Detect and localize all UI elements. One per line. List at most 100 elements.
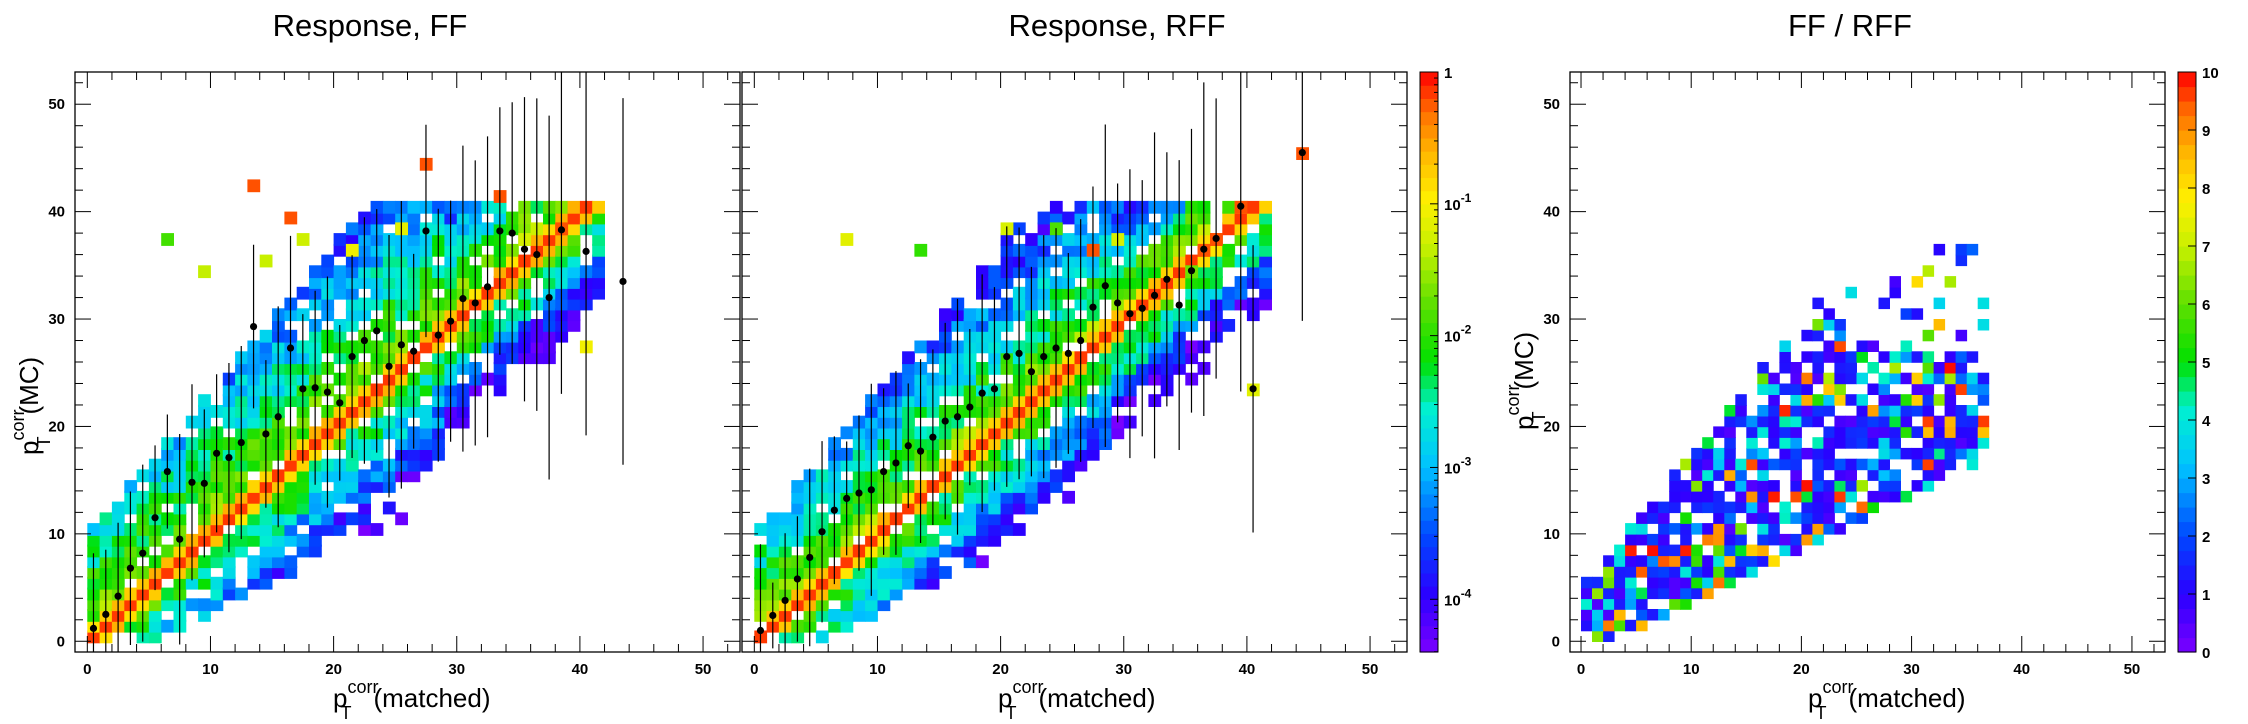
heatmap-cell [1757,533,1769,546]
heatmap-cell [247,415,261,429]
profile-point [323,388,332,396]
heatmap-cell [1944,276,1957,288]
heatmap-cell [407,200,421,214]
heatmap-cell [345,243,359,257]
heatmap-cell [914,566,928,579]
heatmap-cell [914,544,928,558]
heatmap-cell [247,480,261,493]
heatmap-cell [1259,276,1272,289]
heatmap-cell [407,222,421,236]
color-scale-cell [1420,124,1438,139]
heatmap-cell [1878,480,1890,492]
color-scale-cell [2178,101,2196,117]
heatmap-cell [407,211,421,225]
heatmap-cell [1603,598,1615,610]
heatmap-cell [1614,619,1626,632]
profile-point [1027,368,1035,376]
heatmap-cell [567,286,581,300]
heatmap-cell [963,480,977,493]
heatmap-cell [1801,490,1813,503]
heatmap-cell [791,501,805,515]
heatmap-cell [1823,308,1835,320]
heatmap-cell [1812,533,1824,546]
heatmap-cell [1900,351,1913,363]
heatmap-cell [1801,447,1813,460]
heatmap-cell [1845,512,1857,524]
heatmap-cell [902,544,915,558]
heatmap-cell [1735,469,1747,481]
heatmap-cell [1790,405,1802,417]
heatmap-cell [87,544,101,558]
color-scale-cell [2178,347,2196,363]
profile-point [806,553,814,562]
heatmap-cell [1702,480,1714,492]
heatmap-cell [198,394,211,407]
heatmap-cell [345,233,359,246]
heatmap-cell [161,566,174,579]
heatmap-cell [963,555,977,569]
y-tick-label: 0 [1552,633,1560,650]
heatmap-cell [1933,415,1946,428]
heatmap-cell [840,426,854,440]
profile-point [769,611,777,620]
heatmap-cell [1889,405,1901,417]
heatmap-cell [1603,555,1615,567]
y-axis-label-ff: pcorrT(MC) [8,357,54,455]
heatmap-cell [333,512,347,526]
color-scale-cell [1420,533,1438,548]
color-scale-cell [2178,246,2196,262]
heatmap-cell [1823,458,1835,471]
heatmap-cell [951,533,965,547]
x-axis-label-rff: pcorr T (matched) [998,677,1156,723]
heatmap-cell [1636,533,1648,546]
heatmap-cell [1779,383,1791,395]
profile-point [990,385,999,393]
heatmap-cell [1581,598,1593,610]
heatmap-cell [963,544,977,558]
heatmap-cell [407,469,421,483]
heatmap-cell [1757,544,1769,557]
heatmap-cell [1713,523,1725,535]
heatmap-cell [1878,405,1890,417]
heatmap-cell [766,533,780,547]
x-tick-label: 40 [1239,661,1256,678]
heatmap-cell [1768,480,1780,492]
heatmap-cell [592,276,605,289]
color-scale-cell [1420,322,1438,337]
heatmap-cell [1702,469,1714,481]
heatmap-cell [124,480,138,493]
color-scale-cell [1420,388,1438,403]
color-scale-cell [1420,348,1438,363]
color-scale-cell [2178,376,2196,392]
heatmap-cell [1889,286,1901,299]
color-scale-cell [2178,623,2196,639]
heatmap-cell [1757,480,1769,492]
heatmap-cell [222,566,236,579]
heatmap-cell [419,383,433,397]
heatmap-cell [111,501,125,515]
heatmap-cell [358,512,371,526]
heatmap-cell [1647,587,1659,600]
heatmap-cell [1713,555,1725,567]
heatmap-cell [284,490,298,504]
heatmap-cell [902,351,915,365]
heatmap-cell [1062,233,1075,246]
heatmap-cell [1746,544,1758,557]
heatmap-cell [1779,415,1791,428]
heatmap-cell [1812,415,1824,428]
profile-point [892,459,900,467]
heatmap-cell [1823,340,1835,352]
heatmap-cell [1025,254,1038,268]
heatmap-cell [1878,437,1890,449]
heatmap-cell [222,587,236,601]
heatmap-cell [1062,490,1075,504]
heatmap-cell [1746,512,1758,524]
heatmap-cell [1856,394,1868,406]
color-scale-cell [1420,190,1438,205]
heatmap-cell [1757,512,1769,524]
color-scale-cell [2178,362,2196,378]
heatmap-cell [1025,243,1038,257]
heatmap-cell [247,426,261,440]
heatmap-cell [284,566,298,579]
heatmap-cell [1746,555,1758,567]
